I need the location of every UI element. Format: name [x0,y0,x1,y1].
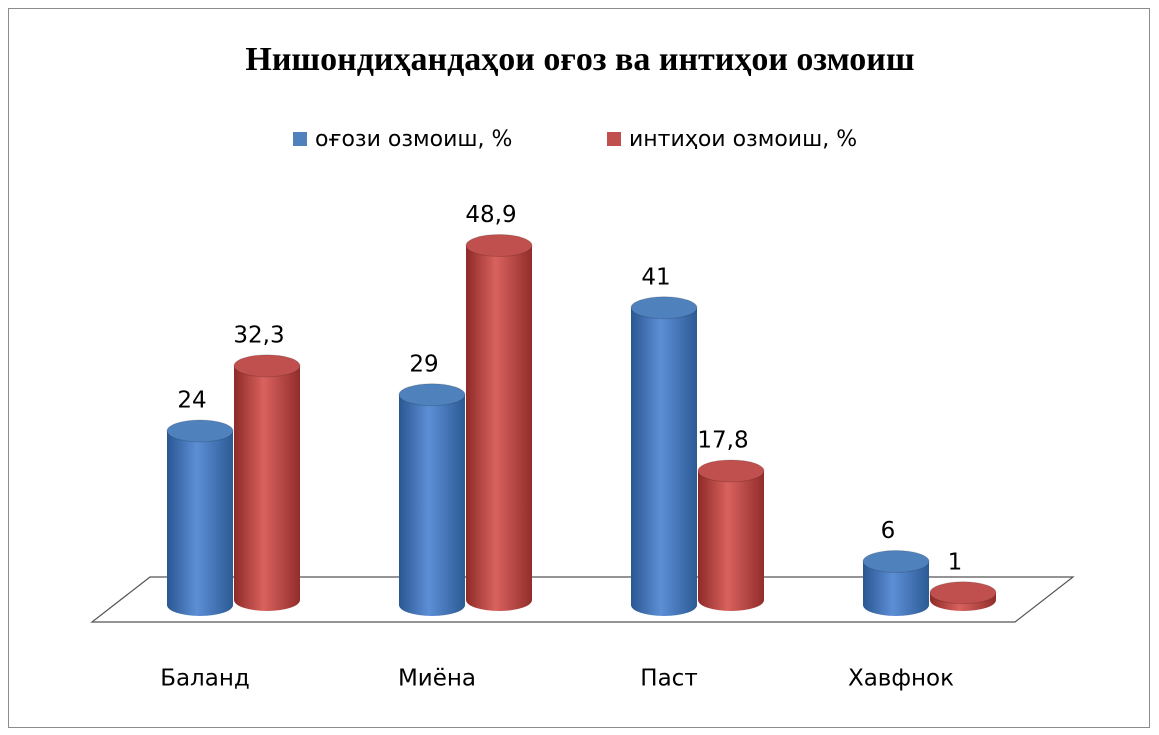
data-label: 6 [881,518,896,544]
bar-cap [630,296,698,320]
bar [466,245,532,611]
x-tick-label: Миёна [398,666,476,692]
x-tick-label: Баланд [160,666,250,692]
data-label: 1 [948,549,963,575]
floor [90,576,1075,623]
data-label: 29 [409,351,438,377]
x-tick-label: Хавфнок [848,666,954,692]
chart-title: Нишондиҳандаҳои оғоз ва интиҳои озмоиш [245,41,914,78]
x-tick-label: Паст [640,666,697,692]
legend-label: интиҳои озмоиш, % [629,127,857,152]
bar-cap [697,459,765,483]
data-label: 48,9 [465,202,516,228]
legend-label: оғози озмоиш, % [315,127,512,152]
bar [234,365,300,611]
data-label: 24 [177,388,206,414]
bar [698,470,764,611]
bar [863,561,929,616]
bar-cap [398,383,466,407]
bar-cap [465,233,533,257]
bar-cap [233,354,301,378]
legend-swatch [607,132,621,146]
bar-cap [166,419,234,443]
bar [399,394,465,616]
legend-swatch [293,132,307,146]
bar-cap [929,581,997,605]
data-label: 17,8 [697,427,748,453]
bar [631,307,697,616]
bar-cap [862,550,930,573]
data-label: 32,3 [233,322,284,348]
bar [167,431,233,616]
data-label: 41 [641,264,670,290]
